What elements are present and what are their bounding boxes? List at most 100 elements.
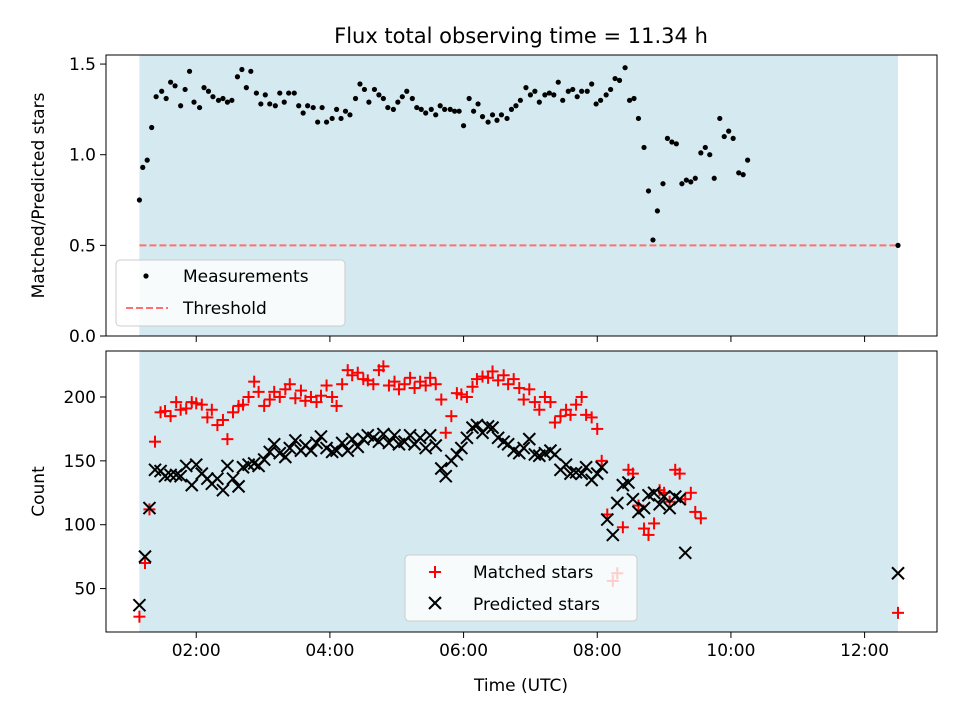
measurement-point <box>395 99 401 105</box>
matched-star-point <box>679 493 692 506</box>
ratio-panel: 0.0 0.5 1.0 1.5 Matched/Predicted stars Mea… <box>29 54 938 347</box>
predicted-star-point <box>216 483 230 497</box>
measurement-point <box>220 95 226 102</box>
predicted-star-point <box>423 428 437 443</box>
count-panel-frame <box>105 350 938 633</box>
x-tick-label: 08:00 <box>573 641 622 661</box>
matched-star-point <box>689 505 702 518</box>
matched-star-point <box>684 486 697 499</box>
matched-star-point <box>404 371 417 384</box>
matched-star-point <box>580 408 593 421</box>
measurement-point <box>698 150 704 156</box>
measurement-point <box>485 119 491 125</box>
measurement-point <box>692 175 698 181</box>
matched-star-point <box>221 433 234 446</box>
matched-star-point <box>138 557 151 570</box>
matched-star-point <box>195 398 208 411</box>
matched-star-point <box>419 379 432 392</box>
measurement-point <box>418 106 424 112</box>
count-legend-box <box>404 554 638 622</box>
matched-star-point <box>517 393 530 406</box>
predicted-star-point <box>387 428 402 443</box>
matched-star-point <box>205 403 218 416</box>
measurement-point <box>286 90 292 96</box>
measurement-point <box>736 170 742 176</box>
matched-star-point <box>248 375 261 388</box>
measurement-point <box>366 99 372 105</box>
matched-star-point <box>523 383 536 396</box>
measurement-point <box>277 90 283 96</box>
matched-star-point <box>211 419 224 432</box>
predicted-star-point <box>891 566 905 580</box>
matched-star-point <box>159 405 172 418</box>
y-tick-label: 0.0 <box>69 327 96 347</box>
measurement-point <box>347 112 353 118</box>
y-tick-label: 1.5 <box>69 55 96 75</box>
matched-star-point <box>326 390 339 403</box>
matched-star-point <box>336 378 349 391</box>
measurement-point <box>494 117 500 123</box>
predicted-star-point <box>231 479 246 494</box>
predicted-star-point <box>267 437 281 451</box>
legend-measurements-marker <box>143 273 149 279</box>
matched-star-point <box>673 467 686 480</box>
y-tick-label: 1.0 <box>69 146 96 166</box>
matched-star-point <box>455 388 468 401</box>
measurement-point <box>669 139 675 145</box>
predicted-star-point <box>278 450 293 464</box>
measurement-point <box>229 97 235 103</box>
predicted-star-point <box>351 440 365 454</box>
matched-star-point <box>304 390 317 403</box>
predicted-star-point <box>309 436 324 450</box>
matched-star-point <box>575 390 588 403</box>
predicted-star-point <box>652 497 667 511</box>
matched-star-point <box>242 390 255 403</box>
count-points <box>132 360 905 623</box>
measurement-point <box>196 104 203 111</box>
measurement-point <box>385 104 391 111</box>
measurement-point <box>471 108 477 114</box>
x-tick-label: 04:00 <box>305 641 354 661</box>
measurement-point <box>253 90 259 96</box>
y-tick-label: 150 <box>64 452 96 472</box>
predicted-star-point <box>517 441 531 455</box>
predicted-star-point <box>460 431 474 445</box>
measurement-point <box>456 108 462 114</box>
predicted-star-point <box>418 441 433 455</box>
matched-star-point <box>570 398 583 411</box>
matched-star-point <box>273 390 286 403</box>
predicted-star-point <box>610 496 625 510</box>
count-ticks: 02:00 04:00 06:00 08:00 10:00 12:00 50 100 150 20… <box>64 388 890 661</box>
matched-star-point <box>528 396 541 409</box>
matched-star-point <box>476 370 489 383</box>
predicted-star-point <box>439 469 453 483</box>
measurement-point <box>361 86 368 93</box>
measurement-point <box>498 112 505 118</box>
matched-star-point <box>252 385 265 398</box>
measurement-point <box>399 94 405 100</box>
measurement-point <box>272 103 278 109</box>
measurement-point <box>707 152 713 158</box>
measurement-point <box>679 181 685 187</box>
measurement-point <box>428 106 434 112</box>
measurement-point <box>688 179 694 185</box>
matched-star-point <box>174 403 187 416</box>
predicted-star-point <box>657 489 671 504</box>
measurement-point <box>333 106 340 112</box>
measurement-point <box>310 104 316 111</box>
matched-star-point <box>351 366 364 379</box>
measurement-point <box>258 101 264 107</box>
matched-star-point <box>648 517 661 530</box>
x-tick-label: 10:00 <box>706 641 755 661</box>
predicted-star-point <box>559 457 573 472</box>
predicted-star-point <box>376 427 391 441</box>
measurement-point <box>711 175 717 181</box>
predicted-star-point <box>637 501 651 515</box>
measurement-point <box>740 172 746 178</box>
predicted-star-point <box>574 466 589 481</box>
predicted-star-point <box>470 418 484 432</box>
x-tick-label: 12:00 <box>840 641 889 661</box>
matched-star-point <box>367 378 380 391</box>
predicted-star-point <box>606 528 620 542</box>
